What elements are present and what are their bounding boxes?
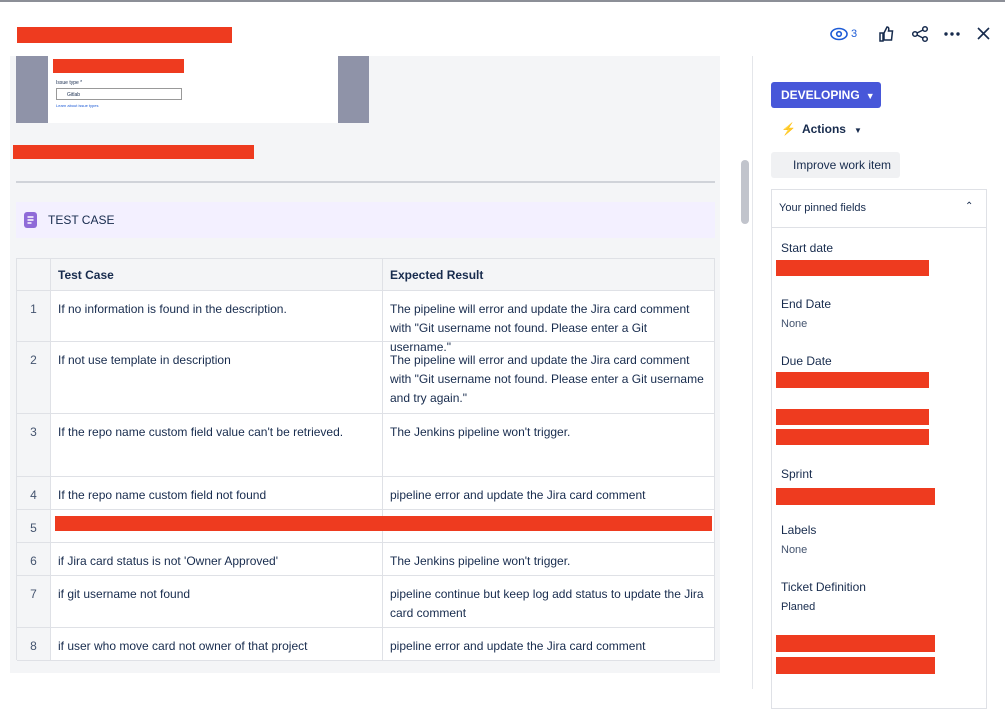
case-cell: If the repo name custom field not found (51, 477, 383, 510)
status-text: DEVELOPING (781, 88, 860, 102)
field-label: Ticket Definition (781, 580, 866, 594)
field-value: Planed (781, 601, 816, 613)
attachment-image: Issue type * Gitlab Learn about issue ty… (16, 56, 369, 123)
redacted (55, 516, 712, 531)
header-cell: Test Case (51, 259, 383, 291)
field-label: Start date (781, 241, 834, 255)
header-cell: Expected Result (383, 259, 715, 291)
case-cell: if user who move card not owner of that … (51, 628, 383, 661)
toolbar-icons (830, 25, 990, 43)
panel-icon (24, 212, 37, 228)
result-cell: The pipeline will error and update the J… (383, 342, 715, 414)
row-number: 5 (17, 510, 51, 543)
redacted (776, 260, 929, 276)
row-number: 6 (17, 543, 51, 576)
case-cell: If no information is found in the descri… (51, 291, 383, 342)
attachment-select: Gitlab (56, 88, 182, 100)
result-cell: pipeline error and update the Jira card … (383, 628, 715, 661)
redacted (776, 657, 935, 674)
field-label: Due Date (781, 354, 832, 368)
result-cell: The Jenkins pipeline won't trigger. (383, 414, 715, 477)
panel-divider (752, 56, 753, 689)
redacted (53, 59, 184, 73)
header-row (17, 259, 715, 291)
divider (16, 181, 715, 183)
redacted (776, 409, 929, 425)
field-value: None (781, 544, 808, 556)
case-cell: if Jira card status is not 'Owner Approv… (51, 543, 383, 576)
test-case-table: Test Case Expected Result 1 If no informati… (16, 258, 715, 661)
attachment-label: Issue type * (56, 80, 83, 86)
row-number: 3 (17, 414, 51, 477)
redacted (13, 145, 254, 159)
redacted-title (17, 27, 232, 43)
result-cell: pipeline error and update the Jira card … (383, 477, 715, 510)
row-number: 8 (17, 628, 51, 661)
field-value: None (781, 318, 808, 330)
pinned-title: Your pinned fields (779, 202, 867, 214)
header-cell (17, 259, 51, 291)
case-cell: if git username not found (51, 576, 383, 628)
result-cell: The Jenkins pipeline won't trigger. (383, 543, 715, 576)
case-cell: If the repo name custom field value can'… (51, 414, 383, 477)
redacted (776, 488, 935, 505)
result-cell (383, 510, 715, 543)
actions-text: Actions (801, 122, 846, 136)
attachment-link: Learn about issue types (56, 103, 99, 108)
scrollbar[interactable] (741, 160, 749, 224)
result-cell: The pipeline will error and update the J… (383, 291, 715, 354)
status-button[interactable]: DEVELOPING ▼ (771, 82, 881, 108)
redacted (776, 429, 929, 445)
redacted (776, 635, 935, 652)
share-button[interactable] (911, 25, 929, 43)
redacted (776, 372, 929, 388)
like-button[interactable] (879, 26, 894, 42)
improve-button[interactable]: Improve work item (771, 152, 900, 178)
actions-button[interactable]: ⚡ Actions ▼ (781, 122, 862, 136)
top-border (0, 0, 1005, 2)
row-number: 7 (17, 576, 51, 628)
row-number: 1 (17, 291, 51, 342)
collapse-button[interactable]: ⌃ (965, 201, 974, 212)
panel-heading: TEST CASE (16, 202, 715, 238)
pinned-divider (771, 227, 987, 228)
field-label: End Date (781, 297, 832, 311)
watch-count: 3 (851, 28, 858, 40)
case-cell: If not use template in description (51, 342, 383, 414)
watch-button[interactable] (830, 27, 848, 41)
close-button[interactable] (977, 27, 990, 40)
row-number: 2 (17, 342, 51, 414)
panel-title: TEST CASE (48, 213, 115, 227)
field-label: Labels (781, 523, 817, 537)
more-button[interactable] (944, 32, 960, 36)
row-number: 4 (17, 477, 51, 510)
result-cell: pipeline continue but keep log add statu… (383, 576, 715, 628)
field-label: Sprint (781, 467, 813, 481)
